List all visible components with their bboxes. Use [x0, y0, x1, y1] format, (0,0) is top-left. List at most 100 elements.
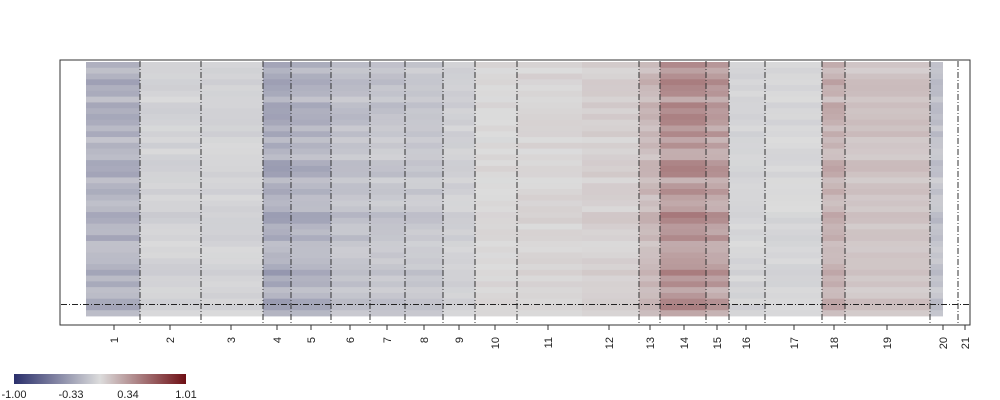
heatmap-cell	[370, 90, 405, 98]
heatmap-cell	[201, 217, 263, 225]
heatmap-cell	[822, 73, 845, 80]
heatmap-cell	[729, 171, 765, 178]
heatmap-cell	[660, 171, 706, 178]
heatmap-cell	[517, 194, 582, 201]
heatmap-cell	[639, 142, 660, 149]
heatmap-cell	[765, 298, 822, 305]
heatmap-cell	[729, 183, 765, 190]
heatmap-cell	[443, 298, 475, 305]
heatmap-cell	[331, 85, 370, 92]
heatmap-cell	[822, 96, 845, 103]
heatmap-cell	[331, 269, 370, 276]
heatmap-cell	[86, 131, 140, 138]
heatmap-cell	[331, 96, 370, 103]
heatmap-cell	[845, 131, 930, 138]
heatmap-cell	[263, 79, 291, 86]
heatmap-cell	[706, 264, 729, 271]
heatmap-cell	[370, 217, 405, 225]
heatmap-cell	[291, 310, 331, 317]
heatmap-cell	[930, 189, 943, 196]
heatmap-cell	[140, 200, 201, 207]
heatmap-cell	[517, 258, 582, 265]
heatmap-cell	[845, 252, 930, 259]
heatmap-cell	[370, 212, 405, 219]
heatmap-cell	[263, 252, 291, 259]
heatmap-cell	[405, 96, 443, 103]
heatmap-cell	[729, 269, 765, 276]
heatmap-cell	[140, 90, 201, 98]
x-tick-label: 14	[679, 337, 691, 349]
heatmap-cell	[517, 275, 582, 282]
heatmap-cell	[660, 79, 706, 86]
heatmap-cell	[822, 275, 845, 282]
heatmap-cell	[582, 229, 639, 236]
heatmap-cell	[660, 108, 706, 115]
heatmap-cell	[475, 258, 517, 265]
heatmap-cell	[291, 131, 331, 138]
heatmap-cell	[845, 142, 930, 149]
heatmap-cell	[930, 287, 943, 294]
heatmap-cell	[517, 287, 582, 294]
heatmap-cell	[729, 252, 765, 259]
heatmap-cell	[729, 194, 765, 201]
heatmap-cell	[263, 258, 291, 265]
heatmap-cell	[86, 194, 140, 201]
heatmap-cell	[729, 223, 765, 230]
heatmap-cell	[443, 292, 475, 300]
heatmap-cell	[475, 281, 517, 288]
heatmap-cell	[443, 240, 475, 248]
heatmap-cell	[706, 217, 729, 225]
heatmap-cell	[331, 79, 370, 86]
heatmap-cell	[331, 298, 370, 305]
heatmap-cell	[660, 183, 706, 190]
heatmap-cell	[370, 79, 405, 86]
heatmap-cell	[822, 292, 845, 300]
heatmap-cell	[201, 160, 263, 167]
heatmap-cell	[331, 131, 370, 138]
heatmap-cell	[706, 154, 729, 161]
heatmap-cell	[706, 62, 729, 69]
heatmap-cell	[86, 154, 140, 161]
x-tick-label: 15	[712, 337, 724, 349]
heatmap-cell	[822, 298, 845, 305]
heatmap-cell	[639, 281, 660, 288]
heatmap-cell	[930, 154, 943, 161]
heatmap-cell	[706, 131, 729, 138]
heatmap-cell	[822, 177, 845, 184]
heatmap-cell	[405, 73, 443, 80]
heatmap-cell	[765, 240, 822, 248]
heatmap-cell	[475, 142, 517, 149]
heatmap-cell	[140, 275, 201, 282]
heatmap-cell	[443, 85, 475, 92]
heatmap-cell	[86, 223, 140, 230]
heatmap-cell	[263, 183, 291, 190]
heatmap-cell	[930, 90, 943, 98]
heatmap-cell	[930, 240, 943, 248]
legend-tick-label: 0.34	[117, 389, 138, 400]
heatmap-cell	[370, 246, 405, 253]
heatmap-cell	[405, 240, 443, 248]
heatmap-cell	[582, 177, 639, 184]
heatmap-cell	[405, 154, 443, 161]
heatmap-cell	[517, 252, 582, 259]
heatmap-cell	[86, 177, 140, 184]
heatmap-cell	[729, 67, 765, 74]
heatmap-cell	[765, 206, 822, 213]
heatmap-cell	[845, 137, 930, 144]
heatmap-cell	[405, 287, 443, 294]
heatmap-cell	[370, 96, 405, 103]
heatmap-cell	[729, 137, 765, 144]
heatmap-cell	[370, 269, 405, 276]
heatmap-cell	[639, 119, 660, 126]
heatmap-cell	[930, 200, 943, 207]
heatmap-cell	[517, 206, 582, 213]
heatmap-cell	[706, 298, 729, 305]
heatmap-cell	[517, 189, 582, 196]
heatmap-cell	[706, 73, 729, 80]
heatmap-cell	[263, 275, 291, 282]
heatmap-cell	[517, 154, 582, 161]
legend-tick-label: -0.33	[58, 389, 83, 400]
heatmap-cell	[765, 171, 822, 178]
heatmap-cell	[443, 119, 475, 126]
heatmap-cell	[263, 229, 291, 236]
